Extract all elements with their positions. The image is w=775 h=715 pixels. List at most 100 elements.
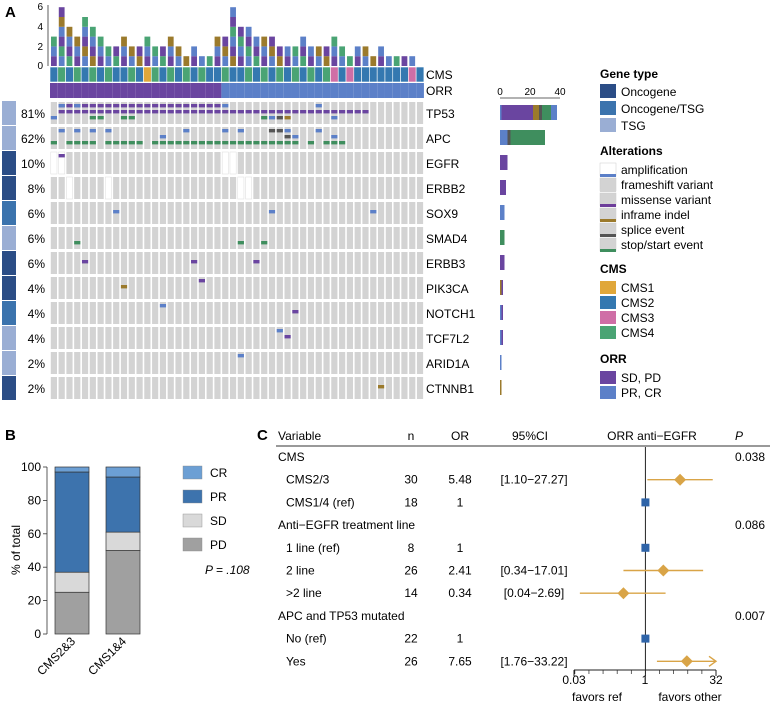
legend-alterations-title: Alterations bbox=[600, 144, 663, 158]
matrix-cell bbox=[58, 277, 65, 299]
alteration-mark bbox=[284, 129, 291, 133]
alteration-mark bbox=[191, 141, 198, 145]
matrix-cell bbox=[120, 202, 128, 224]
cms-cell bbox=[88, 66, 98, 83]
matrix-cell bbox=[261, 177, 268, 199]
top-bar-segment bbox=[97, 46, 104, 57]
matrix-cell bbox=[292, 377, 299, 399]
matrix-cell bbox=[50, 277, 57, 299]
matrix-cell bbox=[120, 177, 128, 199]
top-bar-segment bbox=[300, 46, 307, 57]
alteration-mark bbox=[136, 110, 143, 114]
alteration-mark bbox=[284, 141, 291, 145]
alteration-mark bbox=[159, 110, 167, 114]
cms-cell bbox=[221, 66, 230, 83]
forest-row-n: 26 bbox=[404, 654, 418, 668]
matrix-cell bbox=[191, 277, 198, 299]
matrix-cell bbox=[66, 127, 73, 149]
alteration-mark bbox=[120, 110, 128, 114]
b-y-tick-label: 20 bbox=[28, 594, 42, 608]
top-bar-segment bbox=[82, 36, 88, 47]
matrix-cell bbox=[50, 252, 57, 274]
top-tick-4: 4 bbox=[37, 22, 43, 33]
matrix-cell bbox=[401, 352, 408, 374]
top-bar-segment bbox=[237, 56, 244, 66]
top-bar-segment bbox=[175, 56, 182, 66]
gene-percent: 6% bbox=[28, 232, 46, 246]
cms-cell bbox=[150, 66, 160, 83]
b-bar-pd bbox=[54, 591, 90, 635]
matrix-cell bbox=[300, 277, 307, 299]
alteration-mark bbox=[105, 110, 112, 114]
matrix-cell bbox=[284, 352, 291, 374]
alteration-mark bbox=[214, 110, 221, 114]
legend-alteration-label: stop/start event bbox=[621, 238, 704, 252]
matrix-cell bbox=[74, 252, 81, 274]
cms-cell bbox=[135, 66, 144, 83]
legend-alteration-label: amplification bbox=[621, 163, 688, 177]
header-p: P bbox=[735, 429, 743, 443]
alteration-mark bbox=[152, 110, 159, 114]
top-bar-segment bbox=[136, 56, 143, 66]
matrix-cell bbox=[393, 202, 400, 224]
matrix-cell bbox=[89, 277, 96, 299]
alteration-mark bbox=[152, 141, 159, 145]
b-legend-swatch bbox=[182, 537, 203, 552]
matrix-cell bbox=[222, 327, 229, 349]
favors-other: favors other bbox=[658, 690, 721, 704]
top-bar-segment bbox=[230, 17, 236, 27]
matrix-cell bbox=[409, 152, 416, 174]
alteration-mark bbox=[292, 141, 299, 145]
matrix-cell bbox=[50, 352, 57, 374]
matrix-cell bbox=[237, 127, 244, 149]
matrix-cell bbox=[268, 227, 276, 249]
top-bar-segment bbox=[214, 56, 221, 66]
top-bar-segment bbox=[82, 46, 88, 57]
matrix-cell bbox=[144, 302, 151, 324]
orr-cell bbox=[174, 83, 183, 98]
matrix-cell bbox=[214, 227, 221, 249]
matrix-cell bbox=[206, 302, 213, 324]
top-bar-segment bbox=[167, 36, 174, 47]
top-bar-segment bbox=[292, 56, 299, 66]
orr-cell bbox=[159, 83, 167, 98]
gene-name: ERBB2 bbox=[426, 182, 466, 196]
amplification-cell bbox=[105, 176, 112, 200]
matrix-cell bbox=[120, 352, 128, 374]
matrix-cell bbox=[385, 277, 392, 299]
matrix-cell bbox=[144, 177, 151, 199]
top-bar-segment bbox=[385, 56, 392, 66]
matrix-cell bbox=[50, 177, 57, 199]
alteration-mark bbox=[307, 141, 315, 145]
alteration-mark bbox=[66, 104, 73, 108]
matrix-cell bbox=[393, 377, 400, 399]
matrix-cell bbox=[105, 127, 112, 149]
matrix-cell bbox=[66, 302, 73, 324]
gene-percent: 81% bbox=[21, 107, 45, 121]
right-bar-segment bbox=[539, 105, 542, 120]
cms-cell bbox=[392, 66, 401, 83]
alteration-mark bbox=[315, 110, 322, 114]
matrix-cell bbox=[307, 327, 315, 349]
matrix-cell bbox=[81, 227, 89, 249]
matrix-cell bbox=[323, 152, 330, 174]
matrix-cell bbox=[191, 377, 198, 399]
top-bar-segment bbox=[230, 26, 236, 37]
matrix-cell bbox=[339, 377, 346, 399]
cms-cell bbox=[182, 66, 191, 83]
top-bar-segment bbox=[199, 56, 205, 66]
panel-b-pvalue: P = .108 bbox=[205, 563, 250, 577]
matrix-cell bbox=[198, 302, 205, 324]
top-bar-segment bbox=[237, 26, 244, 37]
matrix-cell bbox=[113, 277, 120, 299]
matrix-cell bbox=[152, 352, 159, 374]
orr-cell bbox=[182, 83, 191, 98]
favors-ref: favors ref bbox=[572, 690, 623, 704]
matrix-cell bbox=[339, 327, 346, 349]
matrix-cell bbox=[50, 377, 57, 399]
alteration-mark bbox=[105, 104, 112, 108]
alteration-mark bbox=[261, 116, 268, 120]
cms-cell bbox=[213, 66, 222, 83]
cms-cell bbox=[291, 66, 300, 83]
